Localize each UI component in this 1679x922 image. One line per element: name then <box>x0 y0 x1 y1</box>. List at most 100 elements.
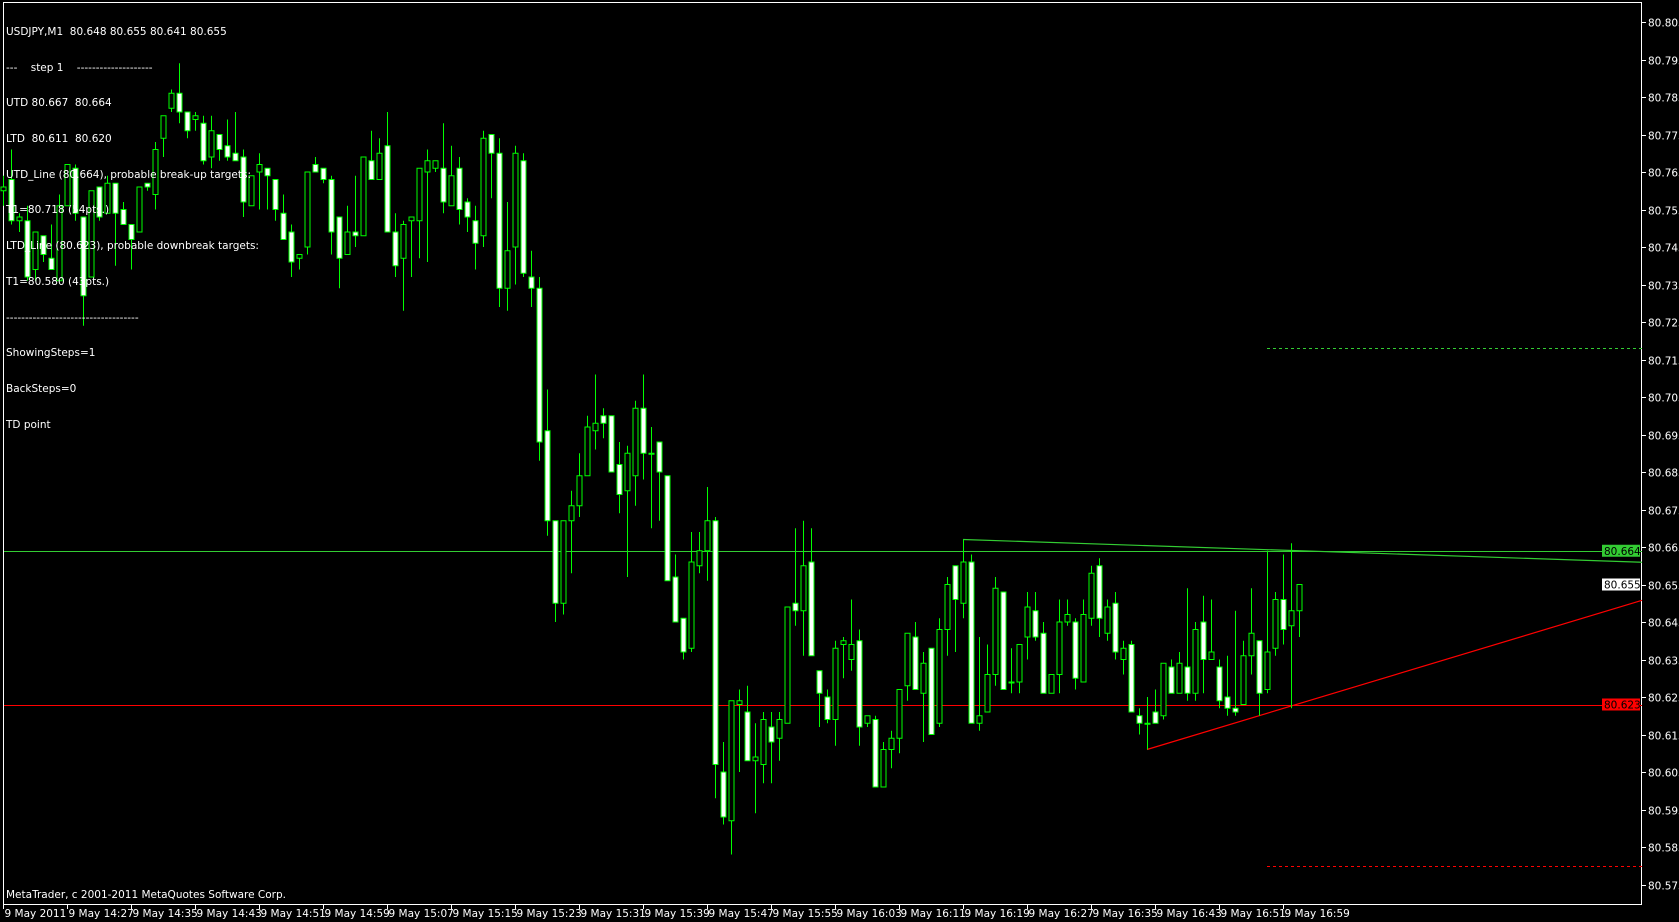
bear-candle-body <box>664 475 671 582</box>
candle <box>1248 588 1255 675</box>
price-tick-label: 80.745 <box>1648 243 1679 255</box>
bear-candle-body <box>792 602 799 612</box>
bull-candle-body <box>424 160 431 173</box>
candle <box>8 149 15 225</box>
candle <box>56 194 63 282</box>
candle <box>1256 640 1263 716</box>
bull-candle-body <box>944 584 951 630</box>
candle <box>704 487 711 581</box>
bull-candle-body <box>784 606 791 724</box>
candle <box>424 149 431 262</box>
candle <box>544 389 551 536</box>
candle <box>1136 708 1143 735</box>
time-axis[interactable]: 9 May 2011 9 May 14:279 May 14:359 May 14… <box>3 904 1642 921</box>
bear-candle-body <box>928 647 935 735</box>
bull-candle-body <box>648 452 655 455</box>
candle <box>88 190 95 278</box>
candle <box>1144 697 1151 750</box>
bear-candle-body <box>488 134 495 154</box>
bull-candle-body <box>208 130 215 158</box>
time-tick-label: 9 May 16:43 <box>1157 908 1222 920</box>
bull-candle-body <box>1288 610 1295 627</box>
bear-candle-body <box>440 167 447 203</box>
candle <box>952 565 959 652</box>
bull-candle-body <box>1296 584 1303 612</box>
bear-candle-body <box>856 640 863 728</box>
time-tick-label: 9 May 16:51 <box>1221 908 1286 920</box>
candle <box>672 554 679 623</box>
time-tick-label: 9 May 15:15 <box>453 908 518 920</box>
bear-candle-body <box>1096 565 1103 619</box>
candle <box>760 712 767 784</box>
candle <box>1080 599 1087 683</box>
info-line-utd-line: UTD_Line (80.664), probable break-up tar… <box>6 168 252 181</box>
bear-candle-body <box>264 167 271 177</box>
candle <box>1064 599 1071 626</box>
time-tick-label: 9 May 16:03 <box>837 908 902 920</box>
candle <box>1096 558 1103 637</box>
candle <box>616 442 623 514</box>
price-axis[interactable]: 80.805 80.795 80.785 80.775 80.765 80.755 80.7… <box>1642 18 1679 893</box>
bull-candle-body <box>568 505 575 522</box>
bear-candle-body <box>912 636 919 690</box>
candle <box>264 167 271 210</box>
candle <box>992 577 999 686</box>
candle <box>312 157 319 173</box>
ltd-line-price-marker: 80.623 <box>1604 700 1641 712</box>
bull-candle-body <box>360 156 367 237</box>
candle <box>464 198 471 232</box>
bull-candle-body <box>864 715 871 724</box>
time-tick-label: 9 May 16:35 <box>1093 908 1158 920</box>
time-tick-label: 9 May 16:19 <box>965 908 1030 920</box>
candle <box>1216 659 1223 709</box>
bull-candle-body <box>16 216 23 222</box>
bull-candle-body <box>1064 614 1071 623</box>
candle <box>600 408 607 439</box>
bull-candle-body <box>888 737 895 750</box>
candle <box>368 130 375 180</box>
bear-candle-body <box>72 167 79 214</box>
candle <box>944 577 951 656</box>
time-tick-label: 9 May 14:59 <box>325 908 390 920</box>
bull-candle-body <box>1264 651 1271 690</box>
candle <box>32 231 39 281</box>
bear-candle-body <box>608 415 615 473</box>
candle <box>776 712 783 761</box>
price-tick-label: 80.675 <box>1648 506 1679 518</box>
bear-candle-body <box>1184 666 1191 694</box>
candle <box>136 186 143 233</box>
time-tick-label: 9 May 14:51 <box>261 908 326 920</box>
candle <box>1288 543 1295 709</box>
price-tick-label: 80.655 <box>1648 581 1679 593</box>
candle <box>1120 640 1127 675</box>
bull-candle-body <box>248 175 255 207</box>
bull-candle-body <box>880 749 887 788</box>
bull-candle-body <box>1088 572 1095 619</box>
time-tick-label: 9 May 15:55 <box>773 908 838 920</box>
info-line-utd: UTD 80.667 80.664 <box>6 97 112 110</box>
candle <box>976 637 983 731</box>
bear-candle-body <box>528 276 535 289</box>
candle <box>448 145 455 207</box>
bull-candle-body <box>920 662 927 694</box>
bear-candle-body <box>216 134 223 150</box>
price-tick-label: 80.735 <box>1648 281 1679 293</box>
candle <box>472 205 479 270</box>
bear-candle-body <box>1232 707 1239 713</box>
candle <box>968 554 975 724</box>
bull-candle-body <box>1024 606 1031 638</box>
candle <box>240 149 247 217</box>
ltd-line-price-marker-bg <box>1602 698 1640 711</box>
bear-candle-body <box>240 156 247 203</box>
candle <box>792 528 799 626</box>
bear-candle-body <box>320 167 327 180</box>
info-line-ltd-line: LTD_Line (80.623), probable downbreak ta… <box>6 240 259 253</box>
bull-candle-body <box>1144 722 1151 725</box>
indicator-info-panel: USDJPY,M1 80.648 80.655 80.641 80.655 --… <box>6 3 259 444</box>
bull-candle-body <box>840 640 847 645</box>
candle <box>928 647 935 735</box>
bull-candle-body <box>1192 629 1199 694</box>
candle <box>736 689 743 772</box>
candle <box>520 153 527 277</box>
